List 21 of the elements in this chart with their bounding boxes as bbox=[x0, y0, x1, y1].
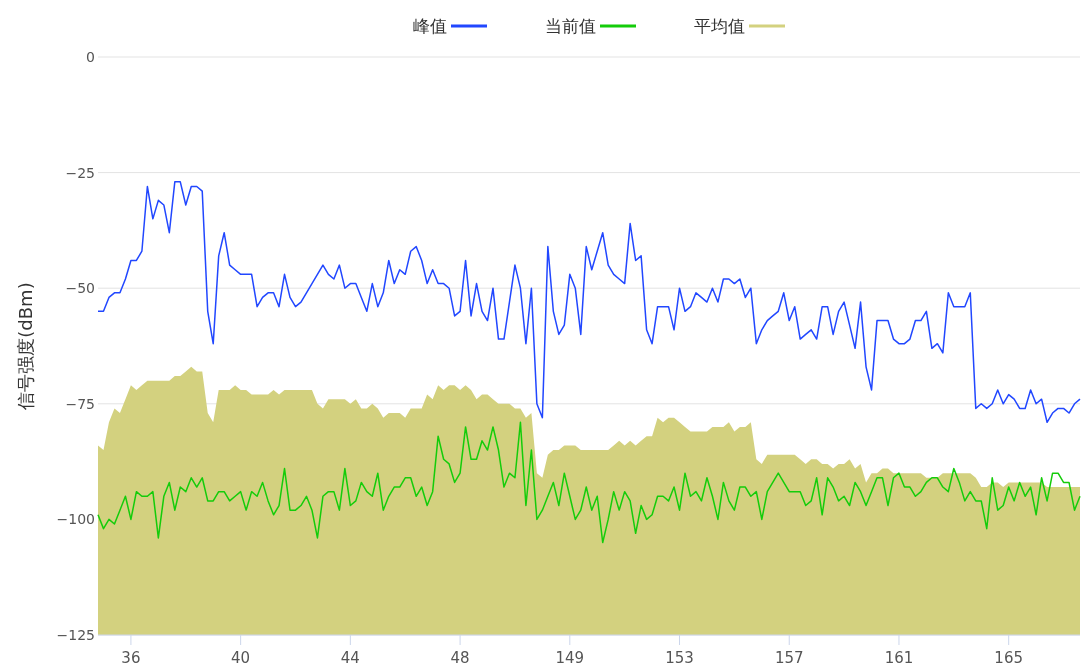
x-tick-label: 161 bbox=[884, 649, 914, 667]
y-tick-label: −25 bbox=[65, 164, 95, 181]
x-tick-label: 48 bbox=[450, 649, 470, 667]
y-tick-label: −50 bbox=[65, 280, 95, 297]
y-tick-label: −75 bbox=[65, 395, 95, 412]
x-tick-label: 157 bbox=[774, 649, 804, 667]
legend-label: 平均值 bbox=[694, 16, 745, 36]
x-tick-label: 165 bbox=[994, 649, 1023, 667]
x-tick-label: 40 bbox=[231, 649, 251, 667]
legend-label: 峰值 bbox=[413, 16, 447, 36]
legend-label: 当前值 bbox=[545, 16, 596, 36]
y-tick-label: 0 bbox=[86, 49, 95, 65]
x-tick-label: 153 bbox=[665, 649, 694, 667]
line-series bbox=[97, 421, 1081, 544]
line-series bbox=[97, 181, 1081, 424]
x-tick-label: 36 bbox=[121, 649, 141, 667]
x-tick-label: 149 bbox=[555, 649, 585, 667]
x-tick-label: 44 bbox=[340, 649, 360, 667]
y-tick-label: −125 bbox=[56, 627, 95, 643]
y-axis-title: 信号强度(dBm) bbox=[15, 282, 36, 410]
y-tick-label: −100 bbox=[56, 511, 95, 528]
